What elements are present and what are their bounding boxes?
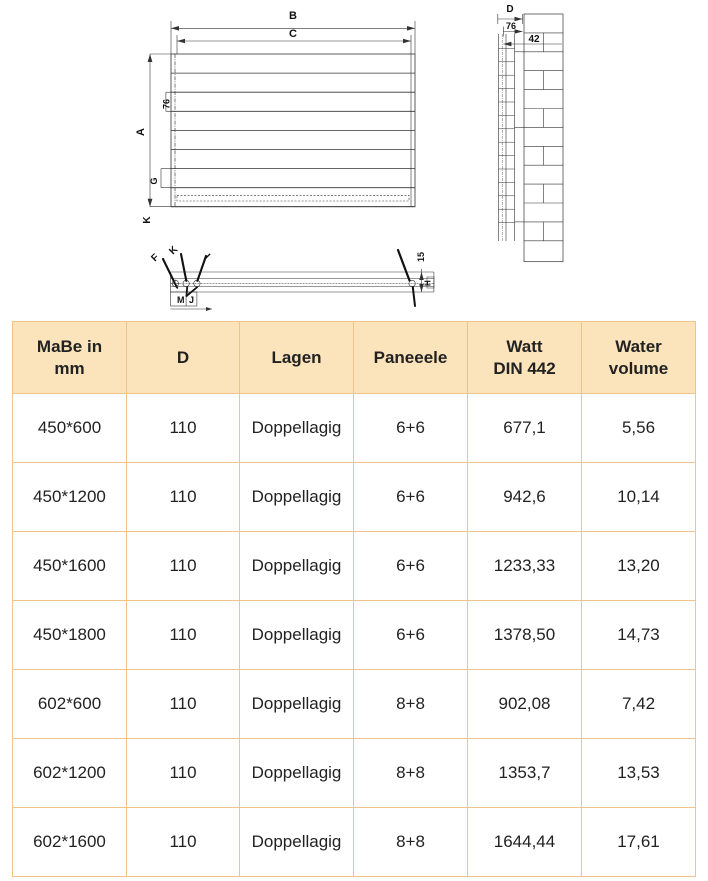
svg-text:K: K [142,216,153,224]
svg-text:G: G [149,177,159,184]
svg-text:42: 42 [528,34,540,45]
svg-text:15: 15 [416,252,426,262]
svg-text:H: H [424,280,433,286]
svg-text:A: A [135,128,147,136]
svg-text:K: K [167,244,180,257]
svg-text:76: 76 [162,99,172,109]
svg-text:D: D [506,4,513,15]
svg-text:B: B [289,10,297,22]
svg-text:76: 76 [506,21,516,31]
svg-text:C: C [289,28,297,40]
svg-text:J: J [189,295,194,305]
svg-text:l: l [202,252,212,262]
svg-text:M: M [177,295,185,305]
svg-text:F: F [149,252,161,264]
